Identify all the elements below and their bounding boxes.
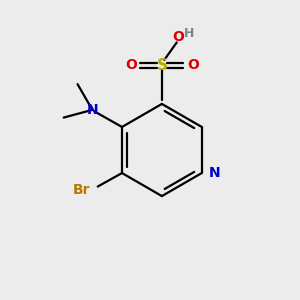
Text: N: N <box>209 166 220 180</box>
Text: Br: Br <box>73 183 91 197</box>
Text: O: O <box>187 58 199 72</box>
Text: O: O <box>172 30 184 44</box>
Text: S: S <box>156 58 167 73</box>
Text: N: N <box>87 103 98 117</box>
Text: H: H <box>184 27 195 40</box>
Text: O: O <box>125 58 137 72</box>
